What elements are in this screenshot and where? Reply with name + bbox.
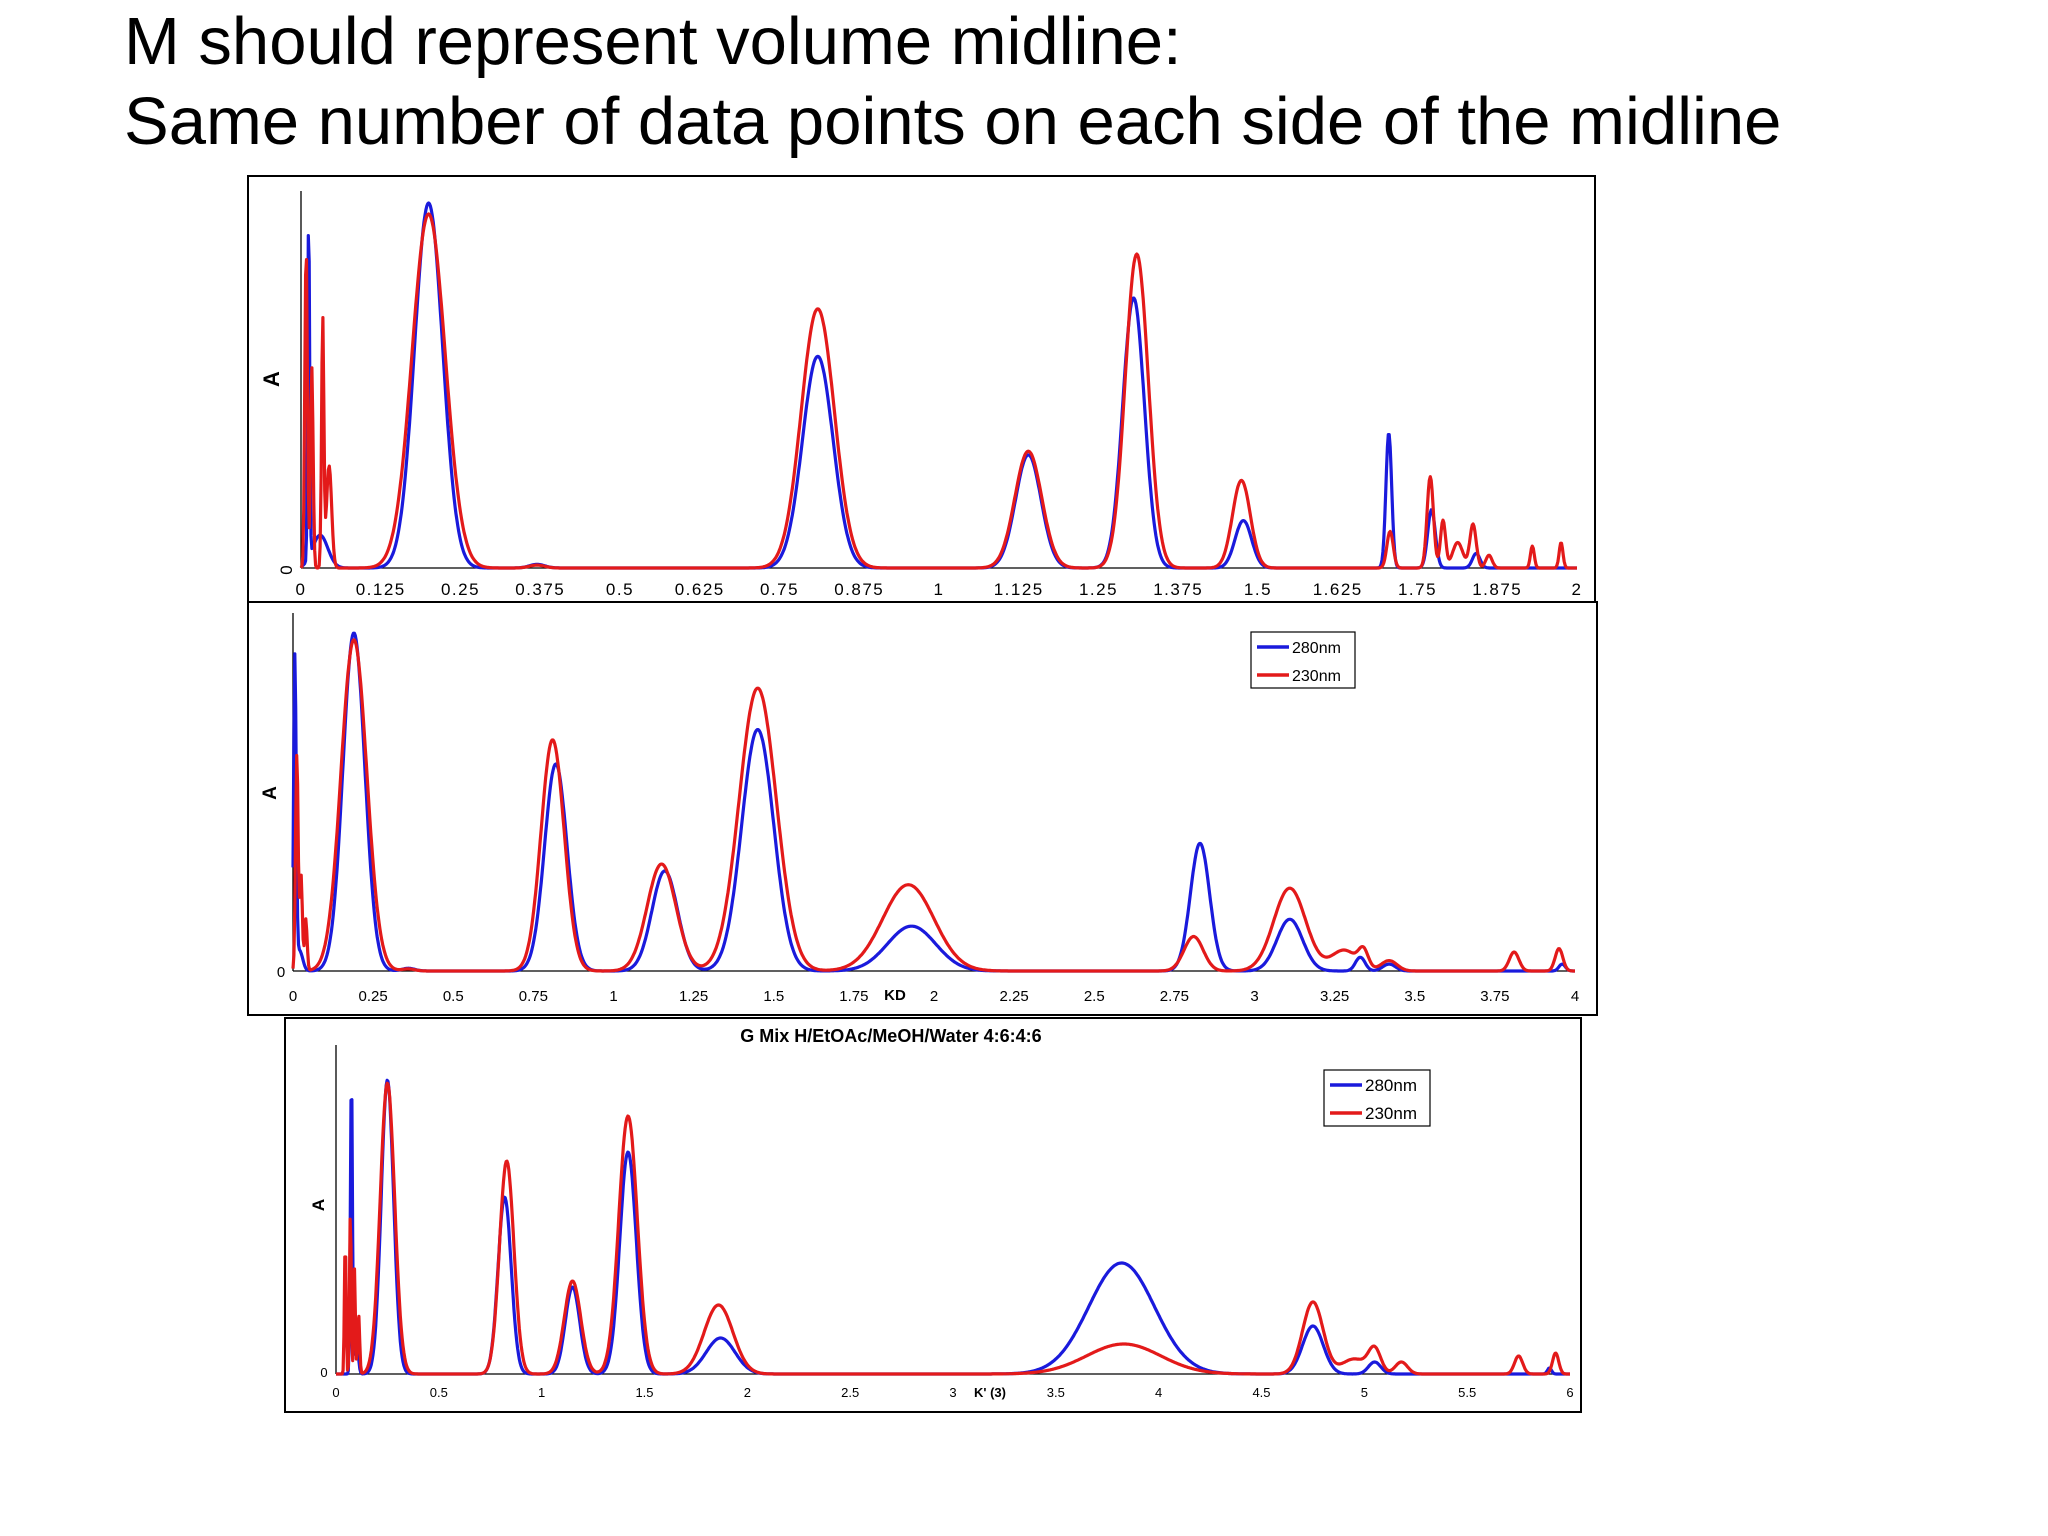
chart2-x-tick-label: 3.75 xyxy=(1480,988,1509,1005)
chart2-x-tick-label: 2.75 xyxy=(1160,988,1189,1005)
chart1-series-230nm xyxy=(299,212,1578,570)
chromatogram-chart-2: 0 0.25 0.5 0.75 1 1.25 1.5 1.75 2 2.25 2.5 2.75 3 3.2… xyxy=(260,613,1579,1005)
chart2-x-tick-label: 1.5 xyxy=(763,988,784,1005)
chart2-series-230nm xyxy=(291,638,1576,973)
chart1-y-tick-label: 0 xyxy=(277,565,296,574)
chart1-x-tick-label: 1.625 xyxy=(1313,580,1363,599)
chart3-x-tick-label: 1.5 xyxy=(635,1385,653,1400)
chart2-x-tick-label: 0.5 xyxy=(443,988,464,1005)
chart2-legend xyxy=(1250,631,1356,689)
chart1-x-tick-label: 0.5 xyxy=(606,580,634,599)
slide-title-line-2: Same number of data points on each side … xyxy=(124,84,1782,159)
chart2-x-tick-label: 4 xyxy=(1571,988,1579,1005)
chart1-x-tick-label: 0.25 xyxy=(441,580,480,599)
chart2-legend-label: 280nm xyxy=(1292,640,1341,657)
chart3-legend-label: 230nm xyxy=(1365,1104,1417,1123)
chart2-x-tick-label: 3.5 xyxy=(1404,988,1425,1005)
chart1-y-axis-label: A xyxy=(259,371,284,387)
chart3-x-tick-label: 5.5 xyxy=(1458,1385,1476,1400)
chart1-x-tick-label: 1.5 xyxy=(1244,580,1272,599)
chart3-legend xyxy=(1323,1069,1431,1127)
chart3-x-tick-label: 2 xyxy=(744,1385,751,1400)
chart3-x-tick-label: 3 xyxy=(949,1385,956,1400)
chart3-x-tick-label: 6 xyxy=(1566,1385,1573,1400)
chromatogram-panel-k-prime: 0 0.5 1 1.5 2 2.5 3 3.5 4 4.5 5 5.5 6 0 A K' (3) G Mix H… xyxy=(284,1017,1582,1413)
chart2-x-tick-label: 1.75 xyxy=(839,988,868,1005)
chart2-y-tick-label: 0 xyxy=(277,964,285,981)
chart3-x-tick-label: 4.5 xyxy=(1252,1385,1270,1400)
chart2-x-tick-label: 3 xyxy=(1250,988,1258,1005)
chart1-x-tick-label: 1.875 xyxy=(1472,580,1522,599)
chart3-x-tick-label: 5 xyxy=(1361,1385,1368,1400)
chart3-title: G Mix H/EtOAc/MeOH/Water 4:6:4:6 xyxy=(740,1026,1041,1046)
chart1-x-tick-label: 0.875 xyxy=(834,580,884,599)
chart2-y-axis-label: A xyxy=(260,786,281,800)
chart2-legend-label: 230nm xyxy=(1292,668,1341,685)
chart3-y-tick-label: 0 xyxy=(320,1365,327,1380)
chart1-x-tick-label: 0.75 xyxy=(760,580,799,599)
chart2-x-tick-label: 0 xyxy=(289,988,297,1005)
chromatogram-panel-kd-0-4: 0 0.25 0.5 0.75 1 1.25 1.5 1.75 2 2.25 2.5 2.75 3 3.2… xyxy=(247,601,1598,1016)
chart3-x-tick-label: 2.5 xyxy=(841,1385,859,1400)
chart2-x-tick-label: 2.25 xyxy=(1000,988,1029,1005)
chart1-x-tick-label: 0.375 xyxy=(515,580,565,599)
chart1-x-tick-label: 1.75 xyxy=(1398,580,1437,599)
chart3-y-axis-label: A xyxy=(309,1199,328,1211)
chart3-x-tick-label: 0.5 xyxy=(430,1385,448,1400)
chart3-legend-label: 280nm xyxy=(1365,1076,1417,1095)
chart3-series-230nm xyxy=(335,1081,1571,1376)
chart2-x-tick-label: 0.25 xyxy=(359,988,388,1005)
chart1-x-tick-label: 1 xyxy=(934,580,945,599)
chart1-x-tick-label: 1.375 xyxy=(1153,580,1203,599)
chromatogram-chart-3: 0 0.5 1 1.5 2 2.5 3 3.5 4 4.5 5 5.5 6 0 A K' (3) G Mix H… xyxy=(309,1026,1574,1400)
chart2-x-tick-label: 0.75 xyxy=(519,988,548,1005)
chart2-x-tick-label: 3.25 xyxy=(1320,988,1349,1005)
slide-title-line-1: M should represent volume midline: xyxy=(124,4,1182,79)
chart2-x-tick-label: 1 xyxy=(609,988,617,1005)
chart2-x-axis-label: KD xyxy=(884,987,906,1004)
chart1-series-280nm xyxy=(300,201,1578,570)
chart3-x-tick-label: 1 xyxy=(538,1385,545,1400)
chart2-x-tick-label: 2 xyxy=(930,988,938,1005)
chart2-x-tick-label: 2.5 xyxy=(1084,988,1105,1005)
chart3-x-axis-label: K' (3) xyxy=(974,1385,1006,1400)
chromatogram-panel-kd-0-2: 0 0.125 0.25 0.375 0.5 0.625 0.75 0.875 1 1.125 1.… xyxy=(247,175,1596,603)
chart1-x-tick-label: 1.25 xyxy=(1079,580,1118,599)
chart1-x-tick-label: 2 xyxy=(1572,580,1583,599)
chart3-x-tick-label: 4 xyxy=(1155,1385,1162,1400)
chart3-x-tick-label: 3.5 xyxy=(1047,1385,1065,1400)
chart1-x-tick-label: 0.625 xyxy=(675,580,725,599)
chart1-x-tick-label: 0 xyxy=(296,580,307,599)
chart1-x-tick-label: 0.125 xyxy=(356,580,406,599)
chromatogram-chart-1: 0 0.125 0.25 0.375 0.5 0.625 0.75 0.875 1 1.125 1.… xyxy=(259,191,1583,599)
slide-title: M should represent volume midline: Same … xyxy=(124,2,2004,162)
chart1-x-tick-label: 1.125 xyxy=(994,580,1044,599)
chart3-x-tick-label: 0 xyxy=(332,1385,339,1400)
chart2-x-tick-label: 1.25 xyxy=(679,988,708,1005)
